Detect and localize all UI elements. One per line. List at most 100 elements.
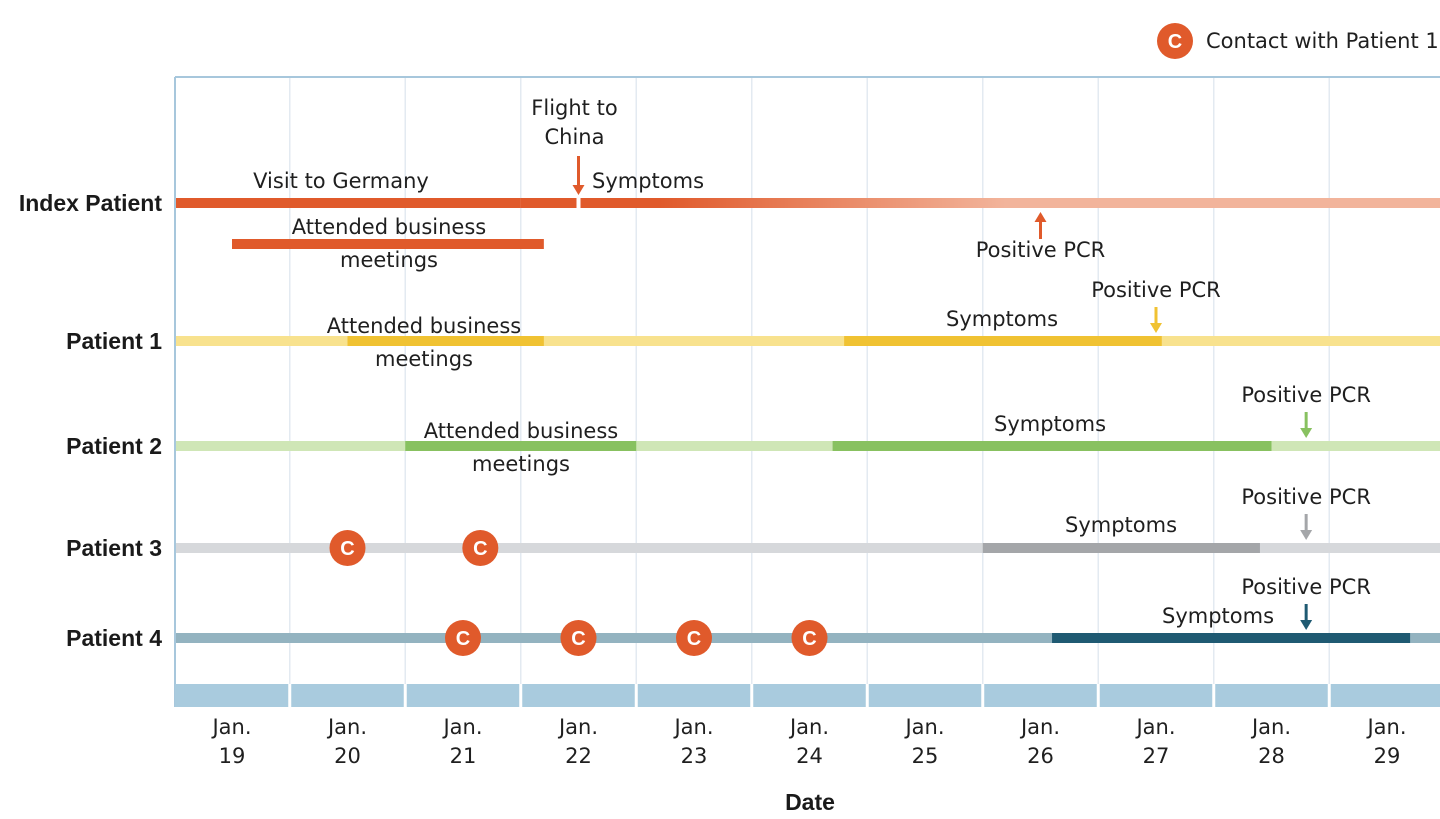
row-patient1: Patient 1 Attended business meetings Sympto… <box>66 278 1440 371</box>
arrow-marker: Positive PCR <box>976 212 1106 262</box>
arrow-marker: Positive PCR <box>1241 485 1371 540</box>
segment-bar <box>405 441 637 451</box>
plot-frame <box>174 76 1440 707</box>
date-tick-month: Jan. <box>1134 715 1175 739</box>
segment-label: Symptoms <box>994 412 1106 436</box>
arrow-head <box>1034 212 1047 222</box>
legend-contact-marker-letter: C <box>1168 31 1182 53</box>
date-tick-day: 22 <box>565 744 592 768</box>
date-tick-day: 21 <box>450 744 477 768</box>
sub-segment-bar <box>232 239 544 249</box>
row-label-patient4: Patient 4 <box>66 625 162 651</box>
segment-bar <box>1052 633 1411 643</box>
date-tick: Jan. 27 <box>1134 715 1175 768</box>
row-index: Index Patient Visit to Germany Symptoms Att… <box>19 96 1440 272</box>
date-tick-day: 27 <box>1143 744 1170 768</box>
date-tick-day: 29 <box>1374 744 1401 768</box>
date-tick-month: Jan. <box>210 715 251 739</box>
segment-label: Attended business <box>327 314 521 338</box>
arrow-head <box>572 185 585 195</box>
date-tick: Jan. 21 <box>441 715 482 768</box>
sub-segment-label: meetings <box>340 248 438 272</box>
arrow-label: China <box>545 125 605 149</box>
date-tick-month: Jan. <box>441 715 482 739</box>
date-tick-day: 19 <box>219 744 246 768</box>
arrow-head <box>1300 530 1313 540</box>
contact-letter: C <box>473 538 487 560</box>
date-tick-labels: Jan.19Jan.20Jan.21Jan.22Jan.23Jan.24Jan.… <box>210 715 1406 768</box>
legend-label: Contact with Patient 1 <box>1206 29 1439 53</box>
segment-label: Symptoms <box>592 169 704 193</box>
segment-bar <box>844 336 1162 346</box>
date-tick-month: Jan. <box>1019 715 1060 739</box>
x-axis-title: Date <box>785 789 835 815</box>
contact-circle <box>462 530 499 566</box>
date-tick-month: Jan. <box>557 715 598 739</box>
arrow-head <box>1150 323 1162 333</box>
legend-contact-marker <box>1157 23 1193 59</box>
contact-marker: C <box>329 530 366 566</box>
contact-circle <box>676 620 712 656</box>
segment-bar <box>982 543 1260 553</box>
segment-bar <box>347 336 544 346</box>
date-tick: Jan. 29 <box>1365 715 1406 768</box>
date-tick-day: 23 <box>681 744 708 768</box>
row-baseline <box>176 336 1440 346</box>
arrow-label: Positive PCR <box>1241 383 1371 407</box>
date-tick: Jan. 19 <box>210 715 251 768</box>
arrow-head <box>1300 620 1313 630</box>
contact-letter: C <box>456 628 470 650</box>
axis-band-fill <box>175 684 1440 707</box>
date-tick-day: 20 <box>334 744 361 768</box>
date-tick: Jan. 25 <box>903 715 944 768</box>
date-tick-month: Jan. <box>1365 715 1406 739</box>
segment-label: Visit to Germany <box>253 169 429 193</box>
date-tick-day: 28 <box>1258 744 1285 768</box>
contact-marker: C <box>676 620 712 656</box>
segment-bar <box>832 441 1272 451</box>
contact-marker: C <box>791 620 828 656</box>
contact-letter: C <box>687 628 701 650</box>
flight-gap <box>576 197 581 209</box>
segment-bar <box>520 198 1330 208</box>
arrow-label: Positive PCR <box>1091 278 1221 302</box>
row-patient4: Patient 4 Symptoms Positive PCR C C C C <box>66 575 1440 656</box>
arrow-label: Flight to <box>531 96 617 120</box>
row-label-patient3: Patient 3 <box>66 535 162 561</box>
segment-label: Symptoms <box>1065 513 1177 537</box>
contact-letter: C <box>802 628 816 650</box>
row-label-index: Index Patient <box>19 190 162 216</box>
date-tick: Jan. 26 <box>1019 715 1060 768</box>
arrow-label: Positive PCR <box>1241 575 1371 599</box>
date-tick-day: 26 <box>1027 744 1054 768</box>
row-patient3: Patient 3 Symptoms Positive PCR C C <box>66 485 1440 566</box>
row-label-patient2: Patient 2 <box>66 433 162 459</box>
segment-label: meetings <box>375 347 473 371</box>
date-tick: Jan. 28 <box>1250 715 1291 768</box>
arrow-head <box>1300 428 1313 438</box>
date-tick: Jan. 24 <box>788 715 829 768</box>
contact-marker: C <box>462 530 499 566</box>
arrow-marker: Positive PCR <box>1091 278 1221 333</box>
arrow-label: Positive PCR <box>976 238 1106 262</box>
contact-circle <box>791 620 828 656</box>
date-axis-band <box>175 684 1440 707</box>
date-tick-month: Jan. <box>326 715 367 739</box>
arrow-marker: Positive PCR <box>1241 383 1371 438</box>
gridlines <box>289 78 1330 684</box>
contact-letter: C <box>340 538 354 560</box>
segment-label: meetings <box>472 452 570 476</box>
legend: C Contact with Patient 1 <box>1157 23 1439 59</box>
segment-label: Attended business <box>424 419 618 443</box>
contact-marker: C <box>445 620 481 656</box>
segment-bar <box>176 198 521 208</box>
date-tick-day: 24 <box>796 744 823 768</box>
sub-segment-label: Attended business <box>292 215 486 239</box>
date-tick-day: 25 <box>912 744 939 768</box>
date-tick-month: Jan. <box>672 715 713 739</box>
contact-letter: C <box>571 628 585 650</box>
contact-circle <box>560 620 597 656</box>
date-tick-month: Jan. <box>903 715 944 739</box>
row-baseline <box>176 543 1440 553</box>
